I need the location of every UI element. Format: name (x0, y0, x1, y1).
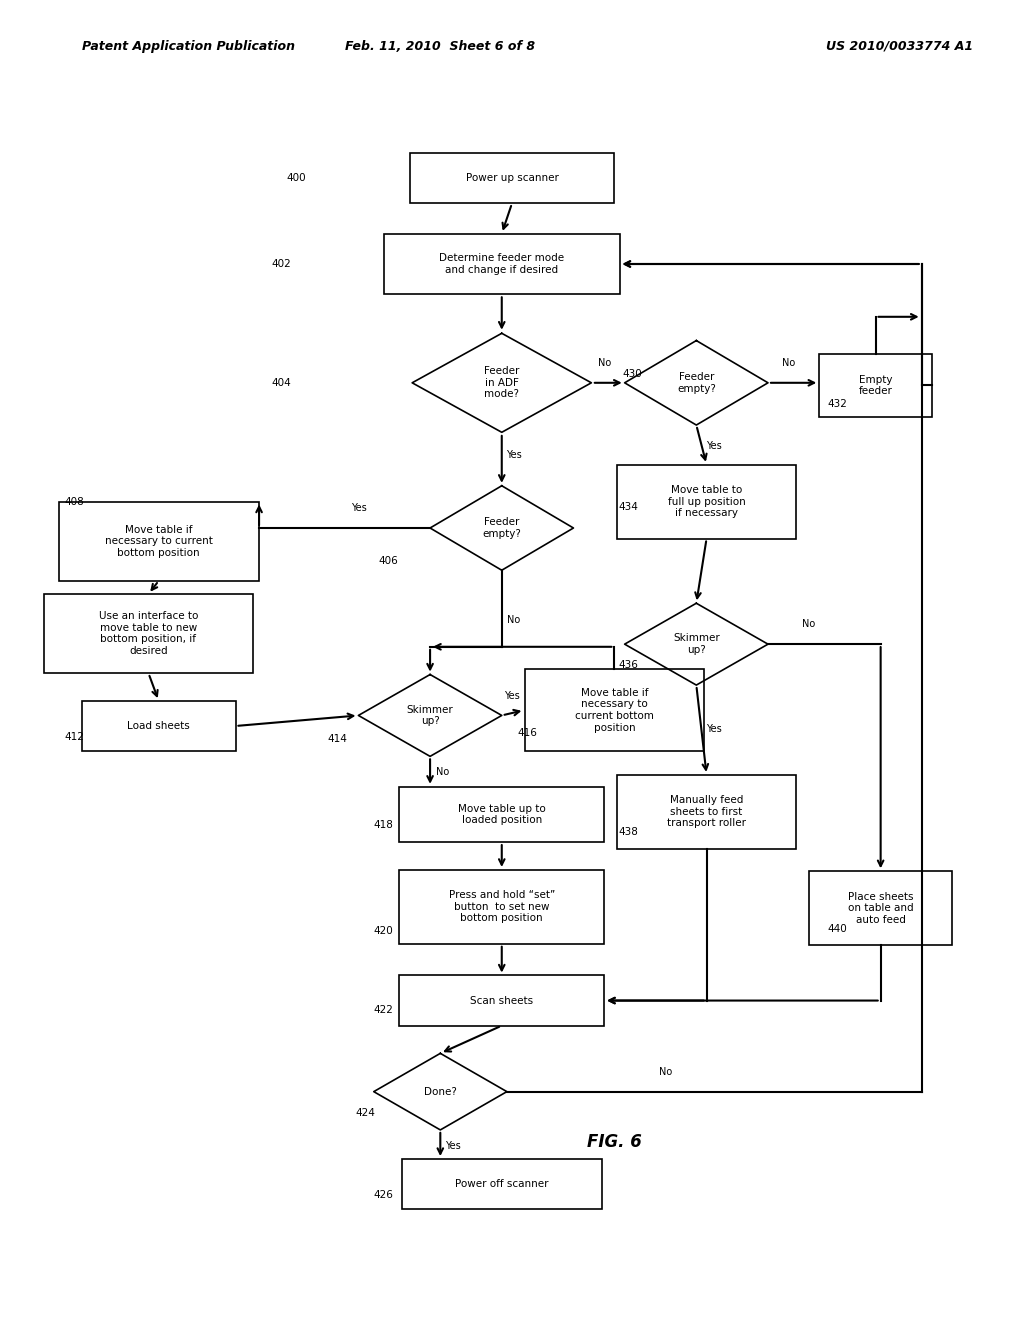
Text: Place sheets
on table and
auto feed: Place sheets on table and auto feed (848, 891, 913, 925)
Text: Patent Application Publication: Patent Application Publication (82, 40, 295, 53)
Text: Yes: Yes (706, 441, 722, 451)
Text: 420: 420 (374, 925, 393, 936)
FancyBboxPatch shape (809, 871, 952, 945)
Text: Yes: Yes (506, 450, 522, 461)
FancyBboxPatch shape (410, 153, 614, 203)
Text: 436: 436 (618, 660, 638, 671)
Text: 438: 438 (618, 826, 638, 837)
Text: 422: 422 (374, 1005, 393, 1015)
Text: Skimmer
up?: Skimmer up? (673, 634, 720, 655)
FancyBboxPatch shape (401, 1159, 601, 1209)
FancyBboxPatch shape (819, 354, 932, 417)
Text: Done?: Done? (424, 1086, 457, 1097)
Text: Empty
feeder: Empty feeder (858, 375, 893, 396)
Text: FIG. 6: FIG. 6 (587, 1133, 642, 1151)
Polygon shape (412, 334, 592, 433)
Text: US 2010/0033774 A1: US 2010/0033774 A1 (825, 40, 973, 53)
Text: Yes: Yes (504, 690, 520, 701)
Text: 434: 434 (618, 502, 638, 512)
Text: 406: 406 (379, 556, 398, 566)
Text: Manually feed
sheets to first
transport roller: Manually feed sheets to first transport … (667, 795, 746, 829)
Text: 440: 440 (827, 924, 847, 935)
Polygon shape (625, 603, 768, 685)
Polygon shape (358, 675, 502, 756)
FancyBboxPatch shape (399, 975, 604, 1026)
Text: 424: 424 (355, 1107, 375, 1118)
Text: Move table if
necessary to
current bottom
position: Move table if necessary to current botto… (574, 688, 654, 733)
Text: Feb. 11, 2010  Sheet 6 of 8: Feb. 11, 2010 Sheet 6 of 8 (345, 40, 536, 53)
Text: Yes: Yes (444, 1140, 461, 1151)
Text: No: No (598, 358, 610, 368)
Text: Move table up to
loaded position: Move table up to loaded position (458, 804, 546, 825)
Text: Load sheets: Load sheets (127, 721, 190, 731)
Text: Move table to
full up position
if necessary: Move table to full up position if necess… (668, 484, 745, 519)
Text: Use an interface to
move table to new
bottom position, if
desired: Use an interface to move table to new bo… (98, 611, 199, 656)
Text: 408: 408 (65, 496, 84, 507)
FancyBboxPatch shape (616, 775, 796, 849)
Text: 426: 426 (374, 1189, 393, 1200)
Polygon shape (625, 341, 768, 425)
FancyBboxPatch shape (524, 669, 705, 751)
Text: 404: 404 (271, 378, 291, 388)
FancyBboxPatch shape (399, 787, 604, 842)
FancyBboxPatch shape (43, 594, 254, 673)
Text: 414: 414 (328, 734, 347, 744)
Text: Power up scanner: Power up scanner (466, 173, 558, 183)
Text: No: No (659, 1067, 672, 1077)
Text: No: No (803, 619, 815, 630)
Text: No: No (782, 358, 795, 368)
Polygon shape (374, 1053, 507, 1130)
Text: 412: 412 (65, 731, 84, 742)
Text: Feeder
empty?: Feeder empty? (677, 372, 716, 393)
Text: 416: 416 (517, 727, 537, 738)
Text: Press and hold “set”
button  to set new
bottom position: Press and hold “set” button to set new b… (449, 890, 555, 924)
FancyBboxPatch shape (399, 870, 604, 944)
FancyBboxPatch shape (384, 234, 620, 294)
Text: No: No (508, 615, 520, 626)
Text: Feeder
empty?: Feeder empty? (482, 517, 521, 539)
Text: Determine feeder mode
and change if desired: Determine feeder mode and change if desi… (439, 253, 564, 275)
Text: 418: 418 (374, 820, 393, 830)
Text: 402: 402 (271, 259, 291, 269)
Polygon shape (430, 486, 573, 570)
FancyBboxPatch shape (616, 465, 796, 539)
Text: 400: 400 (287, 173, 306, 183)
Text: Skimmer
up?: Skimmer up? (407, 705, 454, 726)
Text: Yes: Yes (350, 503, 367, 513)
Text: Move table if
necessary to current
bottom position: Move table if necessary to current botto… (104, 524, 213, 558)
Text: Feeder
in ADF
mode?: Feeder in ADF mode? (484, 366, 519, 400)
Text: No: No (436, 767, 449, 777)
Text: 430: 430 (623, 368, 642, 379)
Text: 432: 432 (827, 399, 847, 409)
Text: Yes: Yes (706, 723, 722, 734)
FancyBboxPatch shape (58, 502, 258, 581)
FancyBboxPatch shape (82, 701, 236, 751)
Text: Scan sheets: Scan sheets (470, 995, 534, 1006)
Text: Power off scanner: Power off scanner (455, 1179, 549, 1189)
